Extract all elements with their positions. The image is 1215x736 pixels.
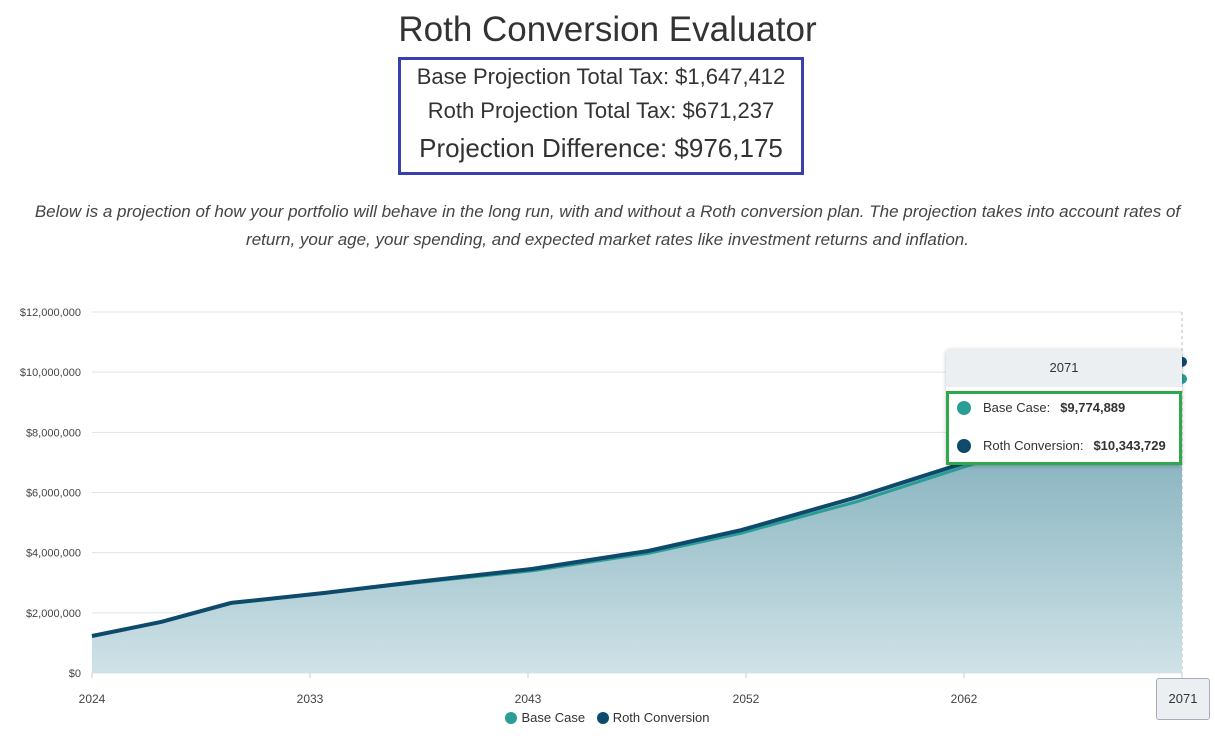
base-total-tax: Base Projection Total Tax: $1,647,412 xyxy=(416,64,786,89)
tooltip-header: 2071 xyxy=(946,349,1182,387)
tax-summary-box: Base Projection Total Tax: $1,647,412 Ro… xyxy=(398,57,804,175)
tooltip-values: Base Case: $9,774,889 Roth Conversion: $… xyxy=(946,391,1182,465)
y-tick-label: $10,000,000 xyxy=(20,367,81,379)
tooltip-row-base: Base Case: $9,774,889 xyxy=(957,400,1125,415)
chart-tooltip: 2071 Base Case: $9,774,889 Roth Conversi… xyxy=(946,349,1182,465)
area-base-case xyxy=(92,378,1182,673)
legend-item-base[interactable]: Base Case xyxy=(505,710,585,725)
tooltip-value: $10,343,729 xyxy=(1093,438,1166,453)
base-case-dot-icon xyxy=(505,711,518,724)
base-case-dot-icon xyxy=(957,400,971,415)
y-tick-label: $0 xyxy=(69,668,81,680)
description: Below is a projection of how your portfo… xyxy=(34,202,1181,249)
x-tick-label: 2043 xyxy=(515,692,542,706)
page-title: Roth Conversion Evaluator xyxy=(398,10,817,49)
y-tick-label: $4,000,000 xyxy=(26,548,81,560)
x-tick-label: 2062 xyxy=(951,692,978,706)
legend-label: Roth Conversion xyxy=(612,710,710,725)
x-tick-label: 2024 xyxy=(79,692,106,706)
x-tick-label: 2052 xyxy=(733,692,760,706)
tooltip-value: $9,774,889 xyxy=(1060,400,1126,415)
roth-dot-icon xyxy=(596,711,609,724)
tooltip-label: Roth Conversion: xyxy=(983,438,1084,453)
y-tick-label: $8,000,000 xyxy=(26,427,81,439)
roth-total-tax: Roth Projection Total Tax: $671,237 xyxy=(427,98,775,123)
legend-item-roth[interactable]: Roth Conversion xyxy=(596,710,710,725)
y-tick-label: $12,000,000 xyxy=(20,307,81,319)
roth-dot-icon xyxy=(957,438,971,453)
tooltip-label: Base Case: xyxy=(983,400,1051,415)
x-hover-label: 2071 xyxy=(1156,678,1210,720)
y-tick-label: $2,000,000 xyxy=(26,608,81,620)
legend-label: Base Case xyxy=(521,710,586,725)
tooltip-row-roth: Roth Conversion: $10,343,729 xyxy=(957,438,1166,453)
chart-legend: Base Case Roth Conversion xyxy=(0,710,1215,727)
projection-difference: Projection Difference: $976,175 xyxy=(419,133,783,163)
y-tick-label: $6,000,000 xyxy=(26,488,81,500)
x-tick-label: 2033 xyxy=(297,692,324,706)
